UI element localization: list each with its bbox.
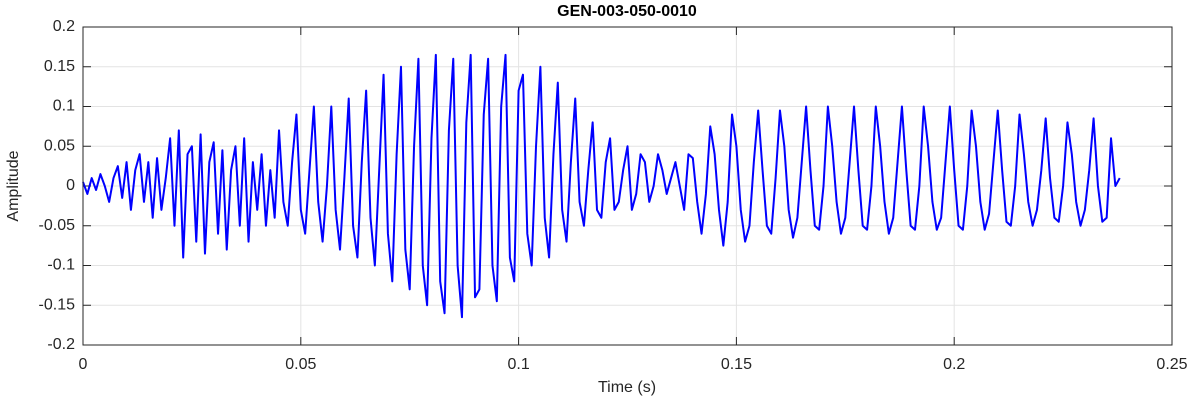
x-tick-label: 0.25 [1156, 356, 1187, 373]
x-tick-label: 0.1 [507, 356, 529, 373]
y-tick-label: 0.15 [44, 58, 75, 75]
y-tick-label: 0.1 [53, 98, 75, 115]
plot-frame [82, 26, 1173, 346]
y-axis-label: Amplitude [5, 150, 22, 221]
y-tick-label: 0.05 [44, 137, 75, 154]
y-tick-label: -0.05 [39, 217, 76, 234]
waveform-line [82, 53, 1121, 319]
y-tick-label: -0.2 [47, 336, 75, 353]
chart-title: GEN-003-050-0010 [557, 3, 697, 20]
y-tick-label: 0 [66, 177, 75, 194]
x-tick-label: 0 [79, 356, 88, 373]
x-axis-label: Time (s) [598, 379, 656, 396]
x-tick-label: 0.15 [721, 356, 752, 373]
y-tick-label: 0.2 [53, 18, 75, 35]
x-tick-label: 0.2 [943, 356, 965, 373]
y-tick-label: -0.1 [47, 257, 75, 274]
x-tick-label: 0.05 [285, 356, 316, 373]
y-tick-label: -0.15 [39, 296, 76, 313]
